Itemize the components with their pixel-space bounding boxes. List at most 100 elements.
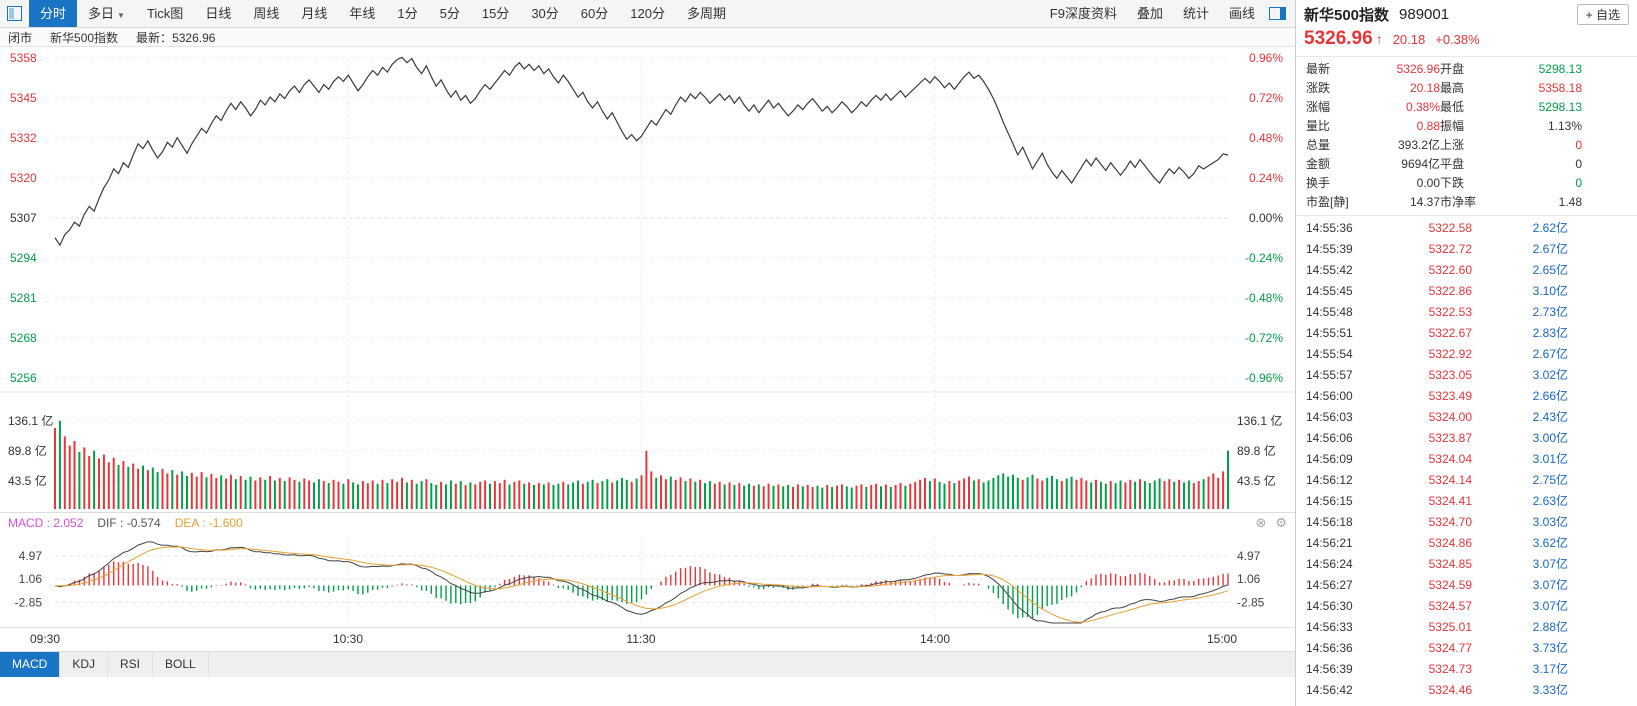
draw-line-button[interactable]: 画线 xyxy=(1228,6,1255,21)
tick-row: 14:56:06 5323.87 3.00亿 xyxy=(1296,428,1637,449)
tick-row: 14:56:15 5324.41 2.63亿 xyxy=(1296,491,1637,512)
tab-yearly[interactable]: 年线 xyxy=(349,6,376,21)
svg-text:5307: 5307 xyxy=(10,211,37,225)
time-label: 11:30 xyxy=(626,632,656,646)
svg-text:0.00%: 0.00% xyxy=(1249,211,1283,225)
tick-price: 5324.00 xyxy=(1428,410,1472,424)
up-arrow-icon: ↑ xyxy=(1375,31,1383,47)
svg-text:-0.72%: -0.72% xyxy=(1245,331,1283,345)
tick-time: 14:55:54 xyxy=(1306,347,1353,361)
svg-text:1.06: 1.06 xyxy=(19,572,43,586)
tick-volume: 3.00亿 xyxy=(1532,431,1568,445)
indicator-tabs: MACD KDJ RSI BOLL xyxy=(0,651,1295,677)
tab-120min[interactable]: 120分 xyxy=(630,6,665,21)
tab-weekly[interactable]: 周线 xyxy=(253,6,280,21)
tab-1min[interactable]: 1分 xyxy=(397,6,418,21)
tick-row: 14:56:03 5324.00 2.43亿 xyxy=(1296,407,1637,428)
add-watchlist-button[interactable]: + 自选 xyxy=(1576,3,1629,25)
macd-indicator-chart[interactable]: 4.97 4.97 1.06 1.06 -2.85 -2.85 xyxy=(0,532,1295,627)
tick-price: 5324.73 xyxy=(1428,662,1472,676)
tick-volume: 3.02亿 xyxy=(1532,368,1568,382)
tab-monthly[interactable]: 月线 xyxy=(301,6,328,21)
stat-value: 0 xyxy=(1575,157,1582,171)
tick-time: 14:55:42 xyxy=(1306,263,1353,277)
tick-time: 14:55:48 xyxy=(1306,305,1353,319)
tab-boll[interactable]: BOLL xyxy=(153,652,209,677)
market-status: 闭市 xyxy=(8,30,33,45)
stat-label: 涨跌 xyxy=(1306,81,1331,95)
divider xyxy=(1296,215,1637,216)
tick-volume: 2.65亿 xyxy=(1532,263,1568,277)
overlay-button[interactable]: 叠加 xyxy=(1136,6,1163,21)
statistics-button[interactable]: 统计 xyxy=(1182,6,1209,21)
svg-text:-0.48%: -0.48% xyxy=(1245,291,1283,305)
time-label: 09:30 xyxy=(30,632,61,646)
f9-depth-info-button[interactable]: F9深度资料 xyxy=(1049,6,1117,21)
tick-volume: 2.75亿 xyxy=(1532,473,1568,487)
tab-tick[interactable]: Tick图 xyxy=(146,6,184,21)
tab-daily[interactable]: 日线 xyxy=(205,6,232,21)
svg-text:43.5 亿: 43.5 亿 xyxy=(8,473,47,488)
quote-panel: 新华500指数 989001 + 自选 5326.96 ↑ 20.18 +0.3… xyxy=(1295,0,1637,706)
macd-header: MACD : 2.052 DIF : -0.574 DEA : -1.600 ⊗… xyxy=(0,512,1295,532)
stat-value: 5358.18 xyxy=(1538,81,1582,95)
tick-price: 5322.92 xyxy=(1428,347,1472,361)
tick-time: 14:56:30 xyxy=(1306,599,1353,613)
tick-row: 14:56:33 5325.01 2.88亿 xyxy=(1296,617,1637,638)
tick-row: 14:55:48 5322.53 2.73亿 xyxy=(1296,302,1637,323)
stat-value: 1.48 xyxy=(1558,195,1582,209)
close-icon[interactable]: ⊗ xyxy=(1255,514,1267,530)
layout-toggle-icon[interactable] xyxy=(7,6,22,21)
tick-price: 5324.77 xyxy=(1428,641,1472,655)
price-summary: 5326.96 ↑ 20.18 +0.38% xyxy=(1296,28,1637,55)
tab-5min[interactable]: 5分 xyxy=(439,6,460,21)
instrument-code: 989001 xyxy=(1399,5,1450,23)
tab-30min[interactable]: 30分 xyxy=(531,6,559,21)
tick-time: 14:56:12 xyxy=(1306,473,1353,487)
tab-duori[interactable]: 多日 ▼ xyxy=(88,6,125,21)
tab-kdj[interactable]: KDJ xyxy=(60,652,109,677)
stat-label: 量比 xyxy=(1306,119,1331,133)
tick-volume: 2.67亿 xyxy=(1532,347,1568,361)
tab-fenshi[interactable]: 分时 xyxy=(29,0,78,27)
tab-macd[interactable]: MACD xyxy=(0,652,61,677)
tick-row: 14:55:45 5322.86 3.10亿 xyxy=(1296,281,1637,302)
tick-volume: 3.73亿 xyxy=(1532,641,1568,655)
tick-row: 14:55:57 5323.05 3.02亿 xyxy=(1296,365,1637,386)
tick-time: 14:56:18 xyxy=(1306,515,1353,529)
tick-volume: 3.17亿 xyxy=(1532,662,1568,676)
svg-text:5294: 5294 xyxy=(10,251,37,265)
tick-time: 14:56:15 xyxy=(1306,494,1353,508)
stat-label: 市盈[静] xyxy=(1306,195,1349,209)
tab-multi-period[interactable]: 多周期 xyxy=(686,6,726,21)
tick-price: 5324.59 xyxy=(1428,578,1472,592)
intraday-price-volume-chart[interactable]: 5358 0.96% 5345 0.72% 5332 0.48% 5320 0.24% 5307… xyxy=(0,47,1295,512)
tick-time: 14:56:21 xyxy=(1306,536,1353,550)
toolbar: 分时 多日 ▼ Tick图 日线 周线 月线 年线 1分 5分 15分 30分 60分 120分 多周期 F… xyxy=(0,0,1295,28)
svg-text:1.06: 1.06 xyxy=(1237,572,1261,586)
tick-price: 5323.05 xyxy=(1428,368,1472,382)
status-bar: 闭市 新华500指数 最新：5326.96 xyxy=(0,28,1295,47)
tick-volume: 3.07亿 xyxy=(1532,557,1568,571)
tab-60min[interactable]: 60分 xyxy=(580,6,609,21)
svg-text:4.97: 4.97 xyxy=(1237,549,1261,563)
svg-text:5256: 5256 xyxy=(10,371,37,385)
tick-volume: 2.88亿 xyxy=(1532,620,1568,634)
quote-panel-header: 新华500指数 989001 + 自选 xyxy=(1296,0,1637,28)
tick-time: 14:56:33 xyxy=(1306,620,1353,634)
toolbar-right-items: F9深度资料 叠加 统计 画线 xyxy=(1040,0,1265,27)
svg-text:0.48%: 0.48% xyxy=(1249,131,1283,145)
tick-volume: 2.83亿 xyxy=(1532,326,1568,340)
latest-price-label: 最新：5326.96 xyxy=(136,30,216,45)
panel-toggle-icon[interactable] xyxy=(1269,7,1286,20)
stats-grid: 最新 5326.96 开盘 5298.13 涨跌 20.18 最高 5358.18 涨幅 0.38… xyxy=(1296,58,1637,214)
stat-label: 上涨 xyxy=(1440,138,1465,152)
gear-icon[interactable]: ⚙ xyxy=(1275,514,1287,530)
svg-text:0.24%: 0.24% xyxy=(1249,171,1283,185)
tab-15min[interactable]: 15分 xyxy=(481,6,510,21)
tick-list: 14:55:36 5322.58 2.62亿 14:55:39 5322.72 2.67亿… xyxy=(1296,217,1637,701)
tab-rsi[interactable]: RSI xyxy=(108,652,154,677)
svg-text:5320: 5320 xyxy=(10,171,37,185)
tick-volume: 3.01亿 xyxy=(1532,452,1568,466)
